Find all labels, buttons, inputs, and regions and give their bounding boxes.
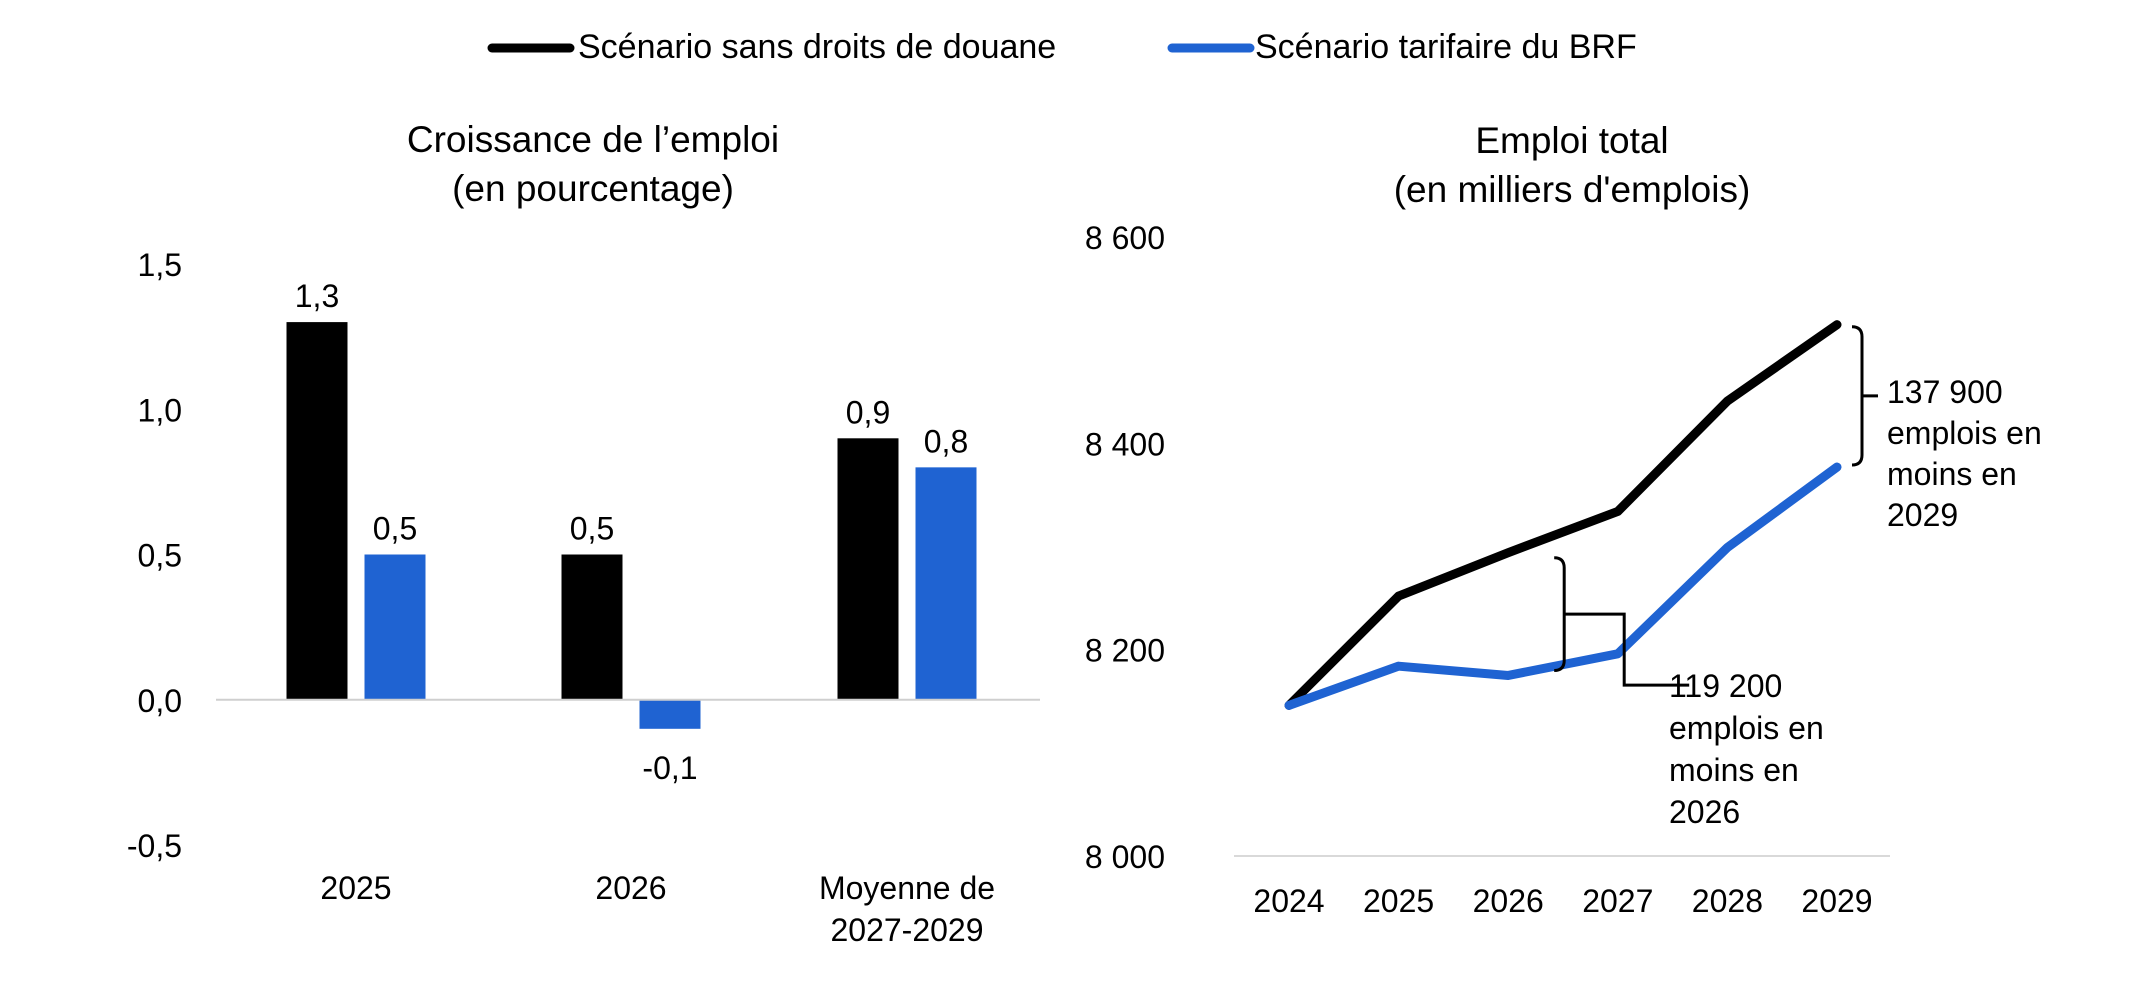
bar-data-labels: 1,3 0,5 0,5 -0,1 0,9 0,8 [295, 278, 968, 786]
annotation-label-2026: 2026 [1669, 794, 1740, 830]
legend-label-brf-tariff: Scénario tarifaire du BRF [1255, 28, 1637, 66]
annotation-label-2029: emplois en [1887, 415, 2042, 451]
bar [561, 554, 623, 700]
bar-chart-subtitle: (en pourcentage) [452, 168, 734, 209]
line-series-path [1284, 320, 1842, 710]
bar-y-tick-label: 0,0 [138, 683, 182, 719]
annotation-label-2026: 119 200 [1669, 668, 1782, 704]
legend: Scénario sans droits de douane Scénario … [487, 28, 1637, 66]
bar-data-label: 0,9 [846, 394, 890, 430]
annotation-label-2026: moins en [1669, 752, 1799, 788]
line-y-tick-label: 8 200 [1085, 633, 1165, 669]
line-y-tick-label: 8 400 [1085, 426, 1165, 462]
bar [364, 554, 426, 700]
bar-marks [286, 322, 977, 729]
bar-chart-title: Croissance de l’emploi [407, 119, 779, 160]
bar-y-tick-label: -0,5 [127, 828, 182, 864]
bar-y-tick-label: 0,5 [138, 538, 182, 574]
line-x-tick-label: 2027 [1582, 883, 1653, 919]
line-annotations: 119 200 emplois en moins en 2026 137 900 empl… [1554, 325, 2042, 830]
bar-chart-employment-growth: Croissance de l’emploi (en pourcentage) … [127, 119, 1040, 948]
line-x-tick-label: 2028 [1692, 883, 1763, 919]
bar-data-label: 0,5 [570, 511, 614, 547]
bar-y-tick-label: 1,0 [138, 392, 182, 428]
bar-category-label: 2027-2029 [830, 912, 983, 948]
bar-x-axis: 2025 2026 Moyenne de 2027-2029 [320, 870, 995, 948]
bar-y-axis: -0,5 0,0 0,5 1,0 1,5 [127, 247, 182, 864]
bar-data-label: 0,5 [373, 511, 417, 547]
bar [837, 438, 899, 700]
bar [639, 699, 701, 729]
bar-data-label: 1,3 [295, 278, 339, 314]
line-chart-title: Emploi total [1475, 120, 1668, 161]
bar-y-tick-label: 1,5 [138, 247, 182, 283]
annotation-bracket-2029 [1851, 325, 1878, 467]
bar-category-label: 2025 [320, 870, 391, 906]
legend-label-no-tariff: Scénario sans droits de douane [578, 28, 1056, 66]
annotation-label-2026: emplois en [1669, 710, 1824, 746]
annotation-label-2029: moins en [1887, 456, 2017, 492]
line-x-tick-label: 2029 [1801, 883, 1872, 919]
bar [915, 467, 977, 700]
line-y-tick-label: 8 000 [1085, 839, 1165, 875]
bar-data-label: -0,1 [642, 750, 697, 786]
line-x-tick-label: 2025 [1363, 883, 1434, 919]
bar [286, 322, 348, 700]
line-x-tick-label: 2024 [1253, 883, 1324, 919]
bar-category-label: 2026 [595, 870, 666, 906]
annotation-label-2029: 137 900 [1887, 374, 2003, 410]
bar-category-label: Moyenne de [819, 870, 995, 906]
line-x-tick-label: 2026 [1473, 883, 1544, 919]
line-chart-total-employment: Emploi total (en milliers d'emplois) 8 0… [1085, 120, 2042, 919]
line-chart-subtitle: (en milliers d'emplois) [1394, 169, 1751, 210]
annotation-label-2029: 2029 [1887, 497, 1958, 533]
bar-data-label: 0,8 [924, 423, 968, 459]
line-y-axis: 8 000 8 200 8 400 8 600 [1085, 220, 1165, 875]
line-y-tick-label: 8 600 [1085, 220, 1165, 256]
line-x-axis: 2024 2025 2026 2027 2028 2029 [1253, 883, 1872, 919]
annotation-bracket-2026 [1554, 556, 1690, 687]
